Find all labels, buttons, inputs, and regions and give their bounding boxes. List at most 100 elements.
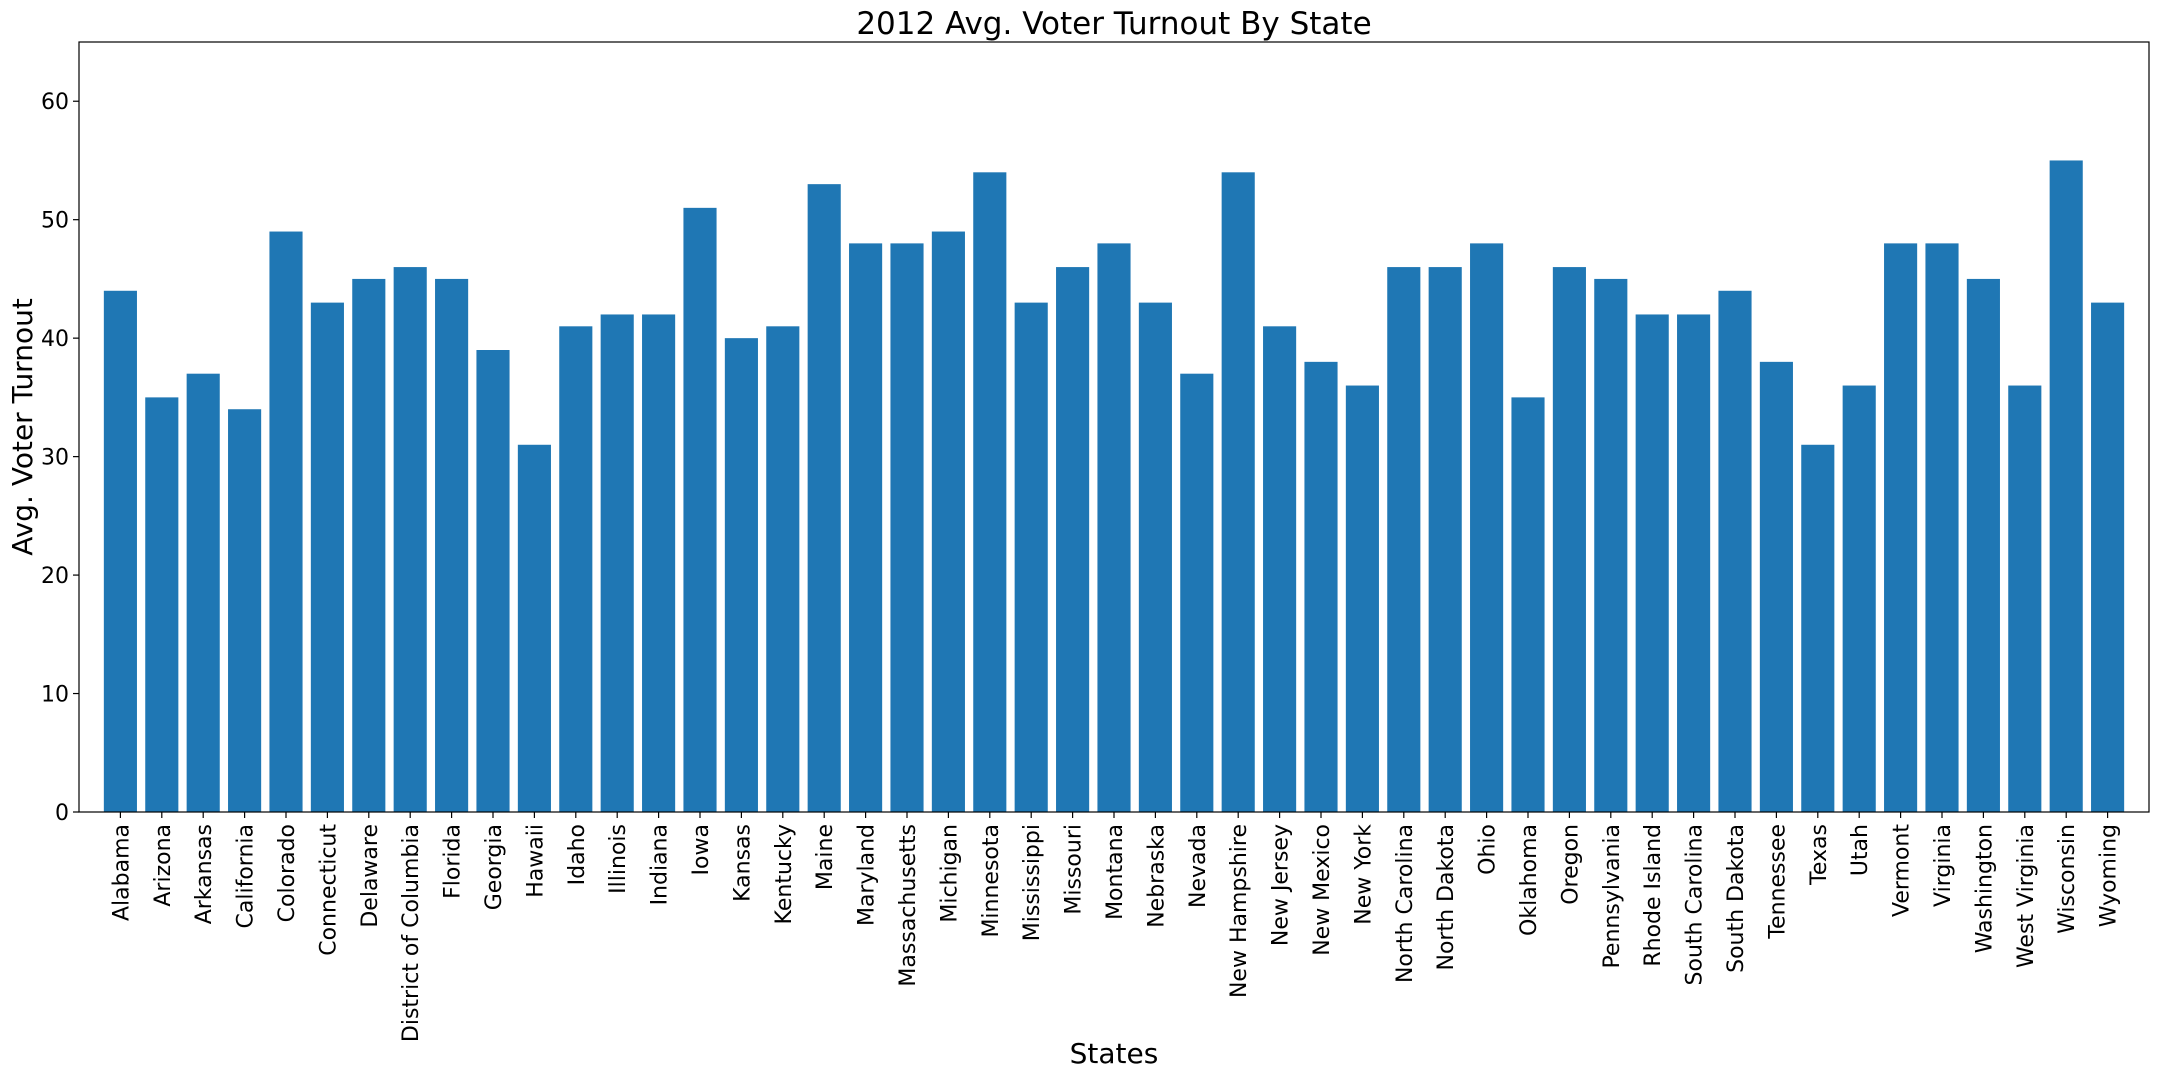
x-tick-label: District of Columbia — [399, 824, 424, 1042]
bar — [1345, 385, 1379, 812]
x-tick-label: Pennsylvania — [1600, 824, 1625, 969]
x-tick-label: Arkansas — [192, 824, 217, 924]
x-tick-label: Montana — [1103, 824, 1128, 920]
bar — [1470, 243, 1504, 812]
y-tick-label: 10 — [41, 683, 69, 708]
y-tick-label: 40 — [41, 327, 69, 352]
x-tick-label: New Mexico — [1310, 824, 1335, 956]
bar — [1552, 267, 1586, 813]
x-tick-label: New Jersey — [1269, 824, 1294, 946]
bar — [1097, 243, 1131, 812]
x-tick-label: Wyoming — [2097, 824, 2122, 927]
x-tick-label: Arizona — [151, 824, 176, 907]
bar — [186, 373, 220, 812]
x-tick-label: Wisconsin — [2055, 824, 2080, 934]
bar — [1138, 302, 1172, 812]
x-tick-label: Indiana — [648, 824, 673, 905]
bar — [1263, 326, 1297, 812]
x-tick-label: Vermont — [1890, 824, 1915, 917]
bar — [1677, 314, 1711, 812]
x-tick-label: Washington — [1972, 824, 1997, 953]
bar — [766, 326, 800, 812]
x-tick-label: Michigan — [937, 824, 962, 923]
x-tick-label: Nebraska — [1144, 824, 1169, 928]
x-tick-label: Ohio — [1476, 824, 1501, 875]
bar — [683, 207, 717, 813]
bar — [1387, 267, 1421, 813]
x-tick-label: South Carolina — [1683, 824, 1708, 985]
bar — [435, 278, 469, 812]
x-tick-label: Kentucky — [772, 824, 797, 924]
bar — [352, 278, 386, 812]
x-tick-label: South Dakota — [1724, 824, 1749, 973]
x-tick-label: Oklahoma — [1517, 824, 1542, 936]
bar — [973, 172, 1007, 812]
x-tick-label: Utah — [1848, 824, 1873, 876]
y-tick-label: 30 — [41, 446, 69, 471]
bar — [1884, 243, 1918, 812]
x-tick-label: California — [234, 824, 259, 928]
y-axis-label: Avg. Voter Turnout — [6, 298, 39, 556]
bar — [931, 231, 965, 813]
bar — [393, 267, 427, 813]
bar — [1056, 267, 1090, 813]
x-tick-label: Maine — [813, 824, 838, 890]
bar — [600, 314, 634, 812]
bar — [890, 243, 924, 812]
x-tick-label: Tennessee — [1765, 824, 1790, 940]
bar — [1925, 243, 1959, 812]
bars-layer — [103, 160, 2125, 813]
x-tick-label: Maryland — [855, 824, 880, 926]
bar — [228, 409, 262, 812]
bar — [1966, 278, 2000, 812]
x-tick-label: Illinois — [606, 824, 631, 894]
x-tick-label: Connecticut — [316, 824, 341, 956]
x-tick-label: Mississippi — [1020, 824, 1045, 941]
bar — [1759, 361, 1793, 812]
x-tick-label: Colorado — [275, 824, 300, 922]
bar — [1180, 373, 1214, 812]
bar — [1221, 172, 1255, 812]
bar — [517, 444, 551, 812]
x-tick-label: Delaware — [358, 824, 383, 928]
bar — [145, 397, 179, 812]
bar — [1801, 444, 1835, 812]
bar — [1718, 290, 1752, 812]
bar — [1635, 314, 1669, 812]
plot-frame — [78, 41, 2150, 813]
x-tick-label: Florida — [441, 824, 466, 899]
x-tick-label: Georgia — [482, 824, 507, 910]
bar — [310, 302, 344, 812]
bar — [724, 338, 758, 812]
x-axis: Alabama Arizona Arkansas California Colorado… — [109, 812, 2122, 1042]
bar — [849, 243, 883, 812]
bar — [2091, 302, 2125, 812]
y-axis: 0 10 20 30 40 50 60 — [41, 90, 79, 826]
x-tick-label: North Carolina — [1393, 824, 1418, 983]
bar — [559, 326, 593, 812]
bar — [103, 290, 137, 812]
bar — [807, 184, 841, 812]
x-tick-label: Massachusetts — [896, 824, 921, 987]
x-tick-label: North Dakota — [1434, 824, 1459, 970]
x-tick-label: Idaho — [565, 824, 590, 885]
y-tick-label: 20 — [41, 564, 69, 589]
x-tick-label: West Virginia — [2014, 824, 2039, 968]
bar — [269, 231, 303, 813]
x-tick-label: Texas — [1807, 824, 1832, 886]
x-tick-label: New Hampshire — [1227, 824, 1252, 998]
bar — [1304, 361, 1338, 812]
y-tick-label: 0 — [55, 801, 69, 826]
bar — [476, 350, 510, 812]
bar — [1428, 267, 1462, 813]
x-tick-label: Oregon — [1558, 824, 1583, 905]
x-tick-label: Minnesota — [979, 824, 1004, 938]
x-tick-label: Iowa — [689, 824, 714, 875]
x-tick-label: Rhode Island — [1641, 824, 1666, 967]
x-tick-label: Kansas — [730, 824, 755, 902]
bar — [642, 314, 676, 812]
bar — [1842, 385, 1876, 812]
x-tick-label: Nevada — [1186, 824, 1211, 908]
